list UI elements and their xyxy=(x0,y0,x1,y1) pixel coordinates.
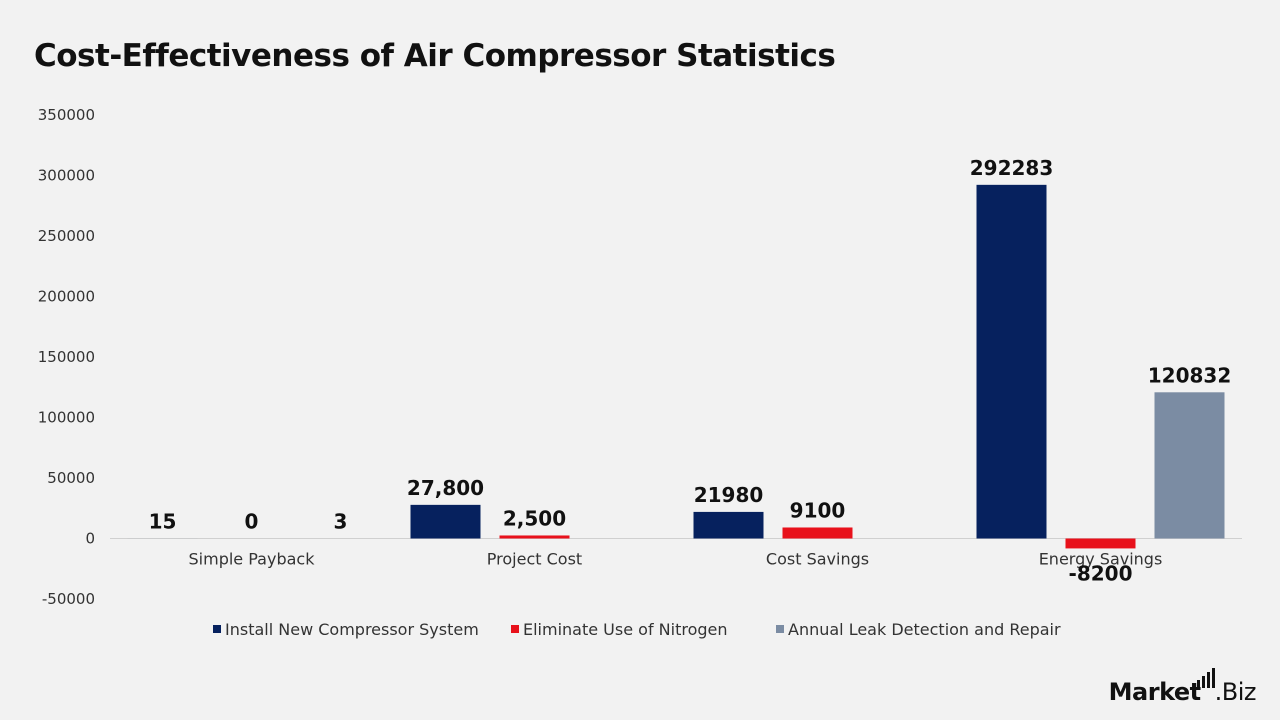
bar xyxy=(1154,392,1225,539)
bar xyxy=(410,504,481,539)
legend-swatch xyxy=(776,625,784,633)
bar xyxy=(976,184,1047,539)
legend-label: Eliminate Use of Nitrogen xyxy=(523,620,728,639)
x-category-label: Cost Savings xyxy=(766,550,869,569)
legend-label: Annual Leak Detection and Repair xyxy=(788,620,1061,639)
bar xyxy=(499,535,570,539)
x-category-label: Project Cost xyxy=(487,550,582,569)
data-label: 15 xyxy=(149,509,177,533)
bar xyxy=(1065,538,1136,549)
data-label: 120832 xyxy=(1148,363,1232,387)
y-tick-label: 250000 xyxy=(38,227,95,245)
logo-text-light: .Biz xyxy=(1214,678,1257,706)
data-label: 27,800 xyxy=(407,476,484,500)
logo-text-bold: Market xyxy=(1108,678,1201,706)
legend-label: Install New Compressor System xyxy=(225,620,479,639)
y-tick-label: 350000 xyxy=(38,106,95,124)
y-tick-label: 150000 xyxy=(38,348,95,366)
data-label: 9100 xyxy=(790,498,846,522)
y-tick-label: 50000 xyxy=(47,469,95,487)
legend-swatch xyxy=(213,625,221,633)
y-tick-label: 100000 xyxy=(38,409,95,427)
chart-title: Cost-Effectiveness of Air Compressor Sta… xyxy=(34,38,836,74)
x-category-label: Energy Savings xyxy=(1039,550,1163,569)
data-label: -8200 xyxy=(1069,561,1133,585)
data-label: 3 xyxy=(334,509,348,533)
x-category-label: Simple Payback xyxy=(189,550,316,569)
data-label: 2,500 xyxy=(503,506,566,530)
y-tick-label: -50000 xyxy=(42,590,95,608)
y-tick-label: 200000 xyxy=(38,288,95,306)
data-label: 292283 xyxy=(970,156,1054,180)
data-label: 21980 xyxy=(694,483,764,507)
legend-swatch xyxy=(511,625,519,633)
brand-logo: Market .Biz xyxy=(1108,666,1257,706)
bar xyxy=(693,511,764,539)
logo-bars-icon xyxy=(1196,666,1215,688)
y-tick-label: 0 xyxy=(85,530,95,548)
bar xyxy=(782,527,853,539)
y-tick-label: 300000 xyxy=(38,167,95,185)
data-label: 0 xyxy=(245,510,259,534)
